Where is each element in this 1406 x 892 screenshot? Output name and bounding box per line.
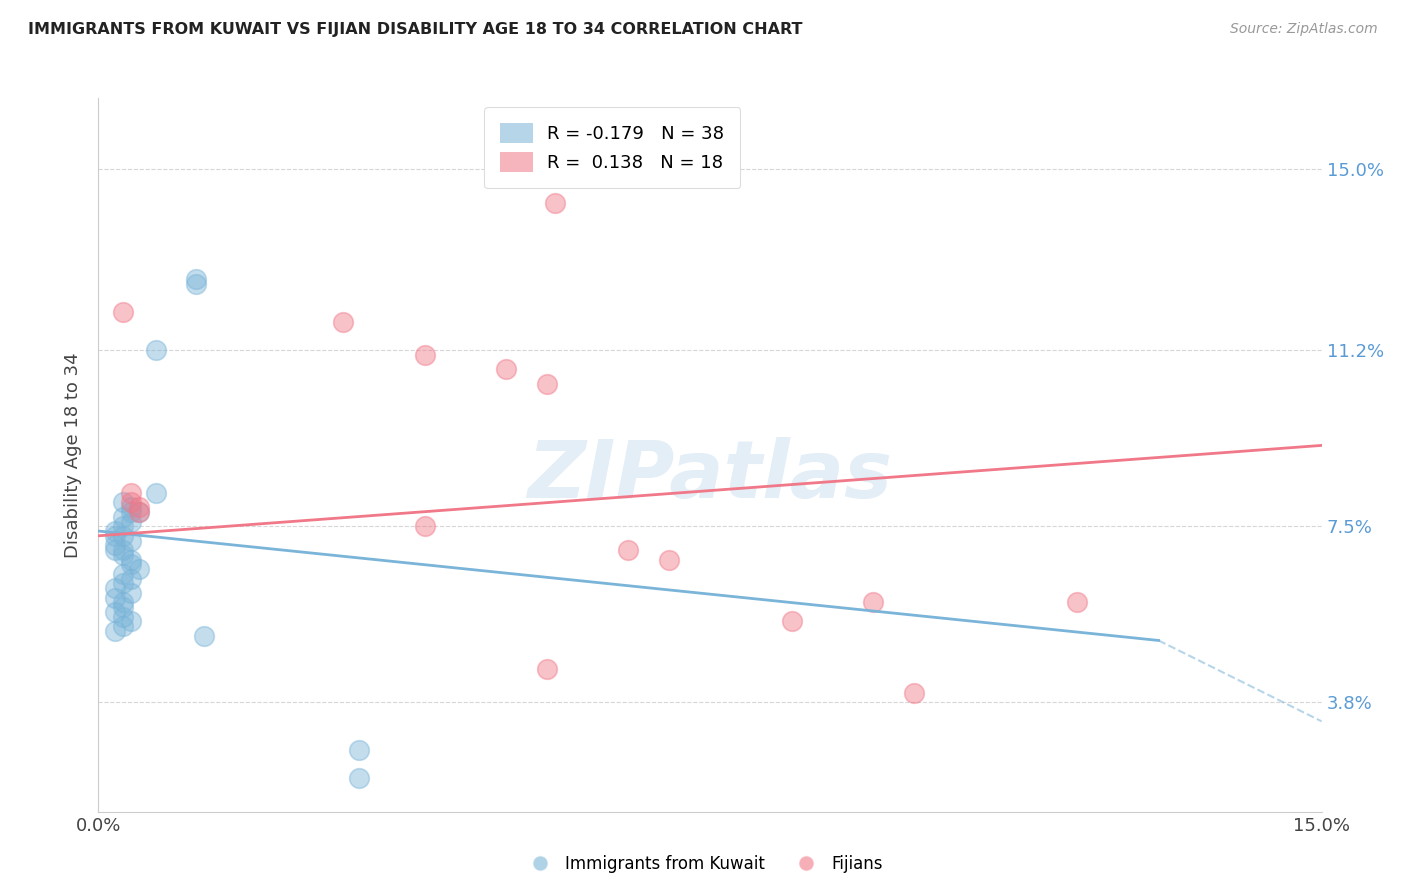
Point xyxy=(111,509,134,524)
Point xyxy=(128,505,150,519)
Point xyxy=(145,486,167,500)
Point xyxy=(536,662,558,676)
Point xyxy=(128,562,150,576)
Point xyxy=(111,543,134,558)
Legend: R = -0.179   N = 38, R =  0.138   N = 18: R = -0.179 N = 38, R = 0.138 N = 18 xyxy=(484,107,741,188)
Point xyxy=(780,615,803,629)
Point xyxy=(111,495,134,509)
Point xyxy=(120,552,142,566)
Point xyxy=(111,609,134,624)
Point xyxy=(193,629,215,643)
Point xyxy=(544,195,567,210)
Point xyxy=(111,600,134,615)
Point xyxy=(186,277,208,291)
Text: Source: ZipAtlas.com: Source: ZipAtlas.com xyxy=(1230,22,1378,37)
Point xyxy=(120,515,142,529)
Point xyxy=(104,591,127,605)
Point xyxy=(104,538,127,552)
Point xyxy=(536,376,558,391)
Point xyxy=(111,548,134,562)
Point xyxy=(120,572,142,586)
Point xyxy=(658,552,681,566)
Point xyxy=(120,558,142,572)
Point xyxy=(111,566,134,581)
Point xyxy=(332,315,354,329)
Point xyxy=(120,586,142,600)
Point xyxy=(111,305,134,319)
Point xyxy=(111,519,134,533)
Point xyxy=(349,743,371,757)
Legend: Immigrants from Kuwait, Fijians: Immigrants from Kuwait, Fijians xyxy=(516,848,890,880)
Point xyxy=(104,529,127,543)
Point xyxy=(104,581,127,595)
Point xyxy=(186,272,208,286)
Point xyxy=(120,533,142,548)
Point xyxy=(111,529,134,543)
Point xyxy=(128,500,150,515)
Point xyxy=(349,772,371,786)
Point xyxy=(120,486,142,500)
Point xyxy=(862,595,884,609)
Point xyxy=(120,495,142,509)
Point xyxy=(1066,595,1088,609)
Point xyxy=(903,686,925,700)
Y-axis label: Disability Age 18 to 34: Disability Age 18 to 34 xyxy=(65,352,83,558)
Point xyxy=(413,348,436,362)
Point xyxy=(104,543,127,558)
Point xyxy=(120,505,142,519)
Point xyxy=(128,505,150,519)
Point xyxy=(120,500,142,515)
Point xyxy=(413,519,436,533)
Point xyxy=(104,605,127,619)
Point xyxy=(495,362,517,376)
Point xyxy=(120,615,142,629)
Point xyxy=(617,543,640,558)
Text: IMMIGRANTS FROM KUWAIT VS FIJIAN DISABILITY AGE 18 TO 34 CORRELATION CHART: IMMIGRANTS FROM KUWAIT VS FIJIAN DISABIL… xyxy=(28,22,803,37)
Point xyxy=(104,524,127,538)
Point xyxy=(145,343,167,358)
Text: ZIPatlas: ZIPatlas xyxy=(527,437,893,516)
Point xyxy=(111,619,134,633)
Point xyxy=(111,595,134,609)
Point xyxy=(104,624,127,638)
Point xyxy=(111,576,134,591)
